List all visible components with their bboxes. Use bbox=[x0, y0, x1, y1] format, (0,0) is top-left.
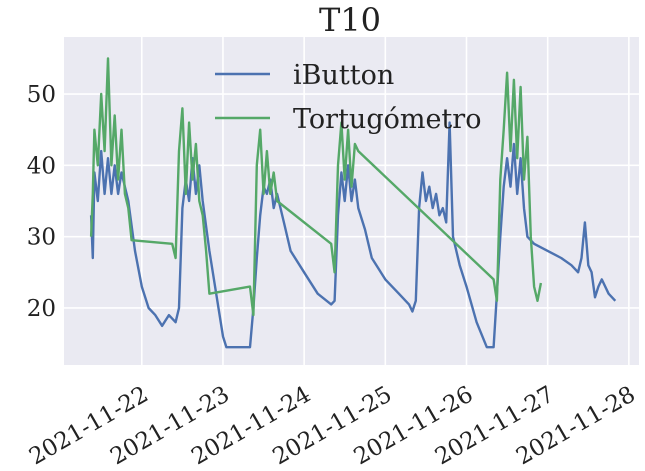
y-tick-label: 50 bbox=[27, 82, 56, 108]
series-layer bbox=[89, 57, 617, 349]
x-axis: 2021-11-222021-11-232021-11-242021-11-25… bbox=[25, 382, 640, 471]
legend-label-tortugometro: Tortugómetro bbox=[293, 104, 481, 135]
grid bbox=[64, 37, 639, 365]
chart-title: T10 bbox=[319, 1, 381, 39]
series-line-tortugometro bbox=[89, 57, 543, 317]
y-tick-label: 40 bbox=[27, 153, 56, 179]
y-tick-label: 30 bbox=[27, 225, 56, 251]
series-line-ibutton bbox=[89, 121, 617, 349]
legend-label-ibutton: iButton bbox=[293, 60, 394, 91]
legend: iButton Tortugómetro bbox=[215, 60, 481, 135]
y-tick-label: 20 bbox=[27, 296, 56, 322]
y-axis: 20 30 40 50 bbox=[27, 82, 56, 322]
